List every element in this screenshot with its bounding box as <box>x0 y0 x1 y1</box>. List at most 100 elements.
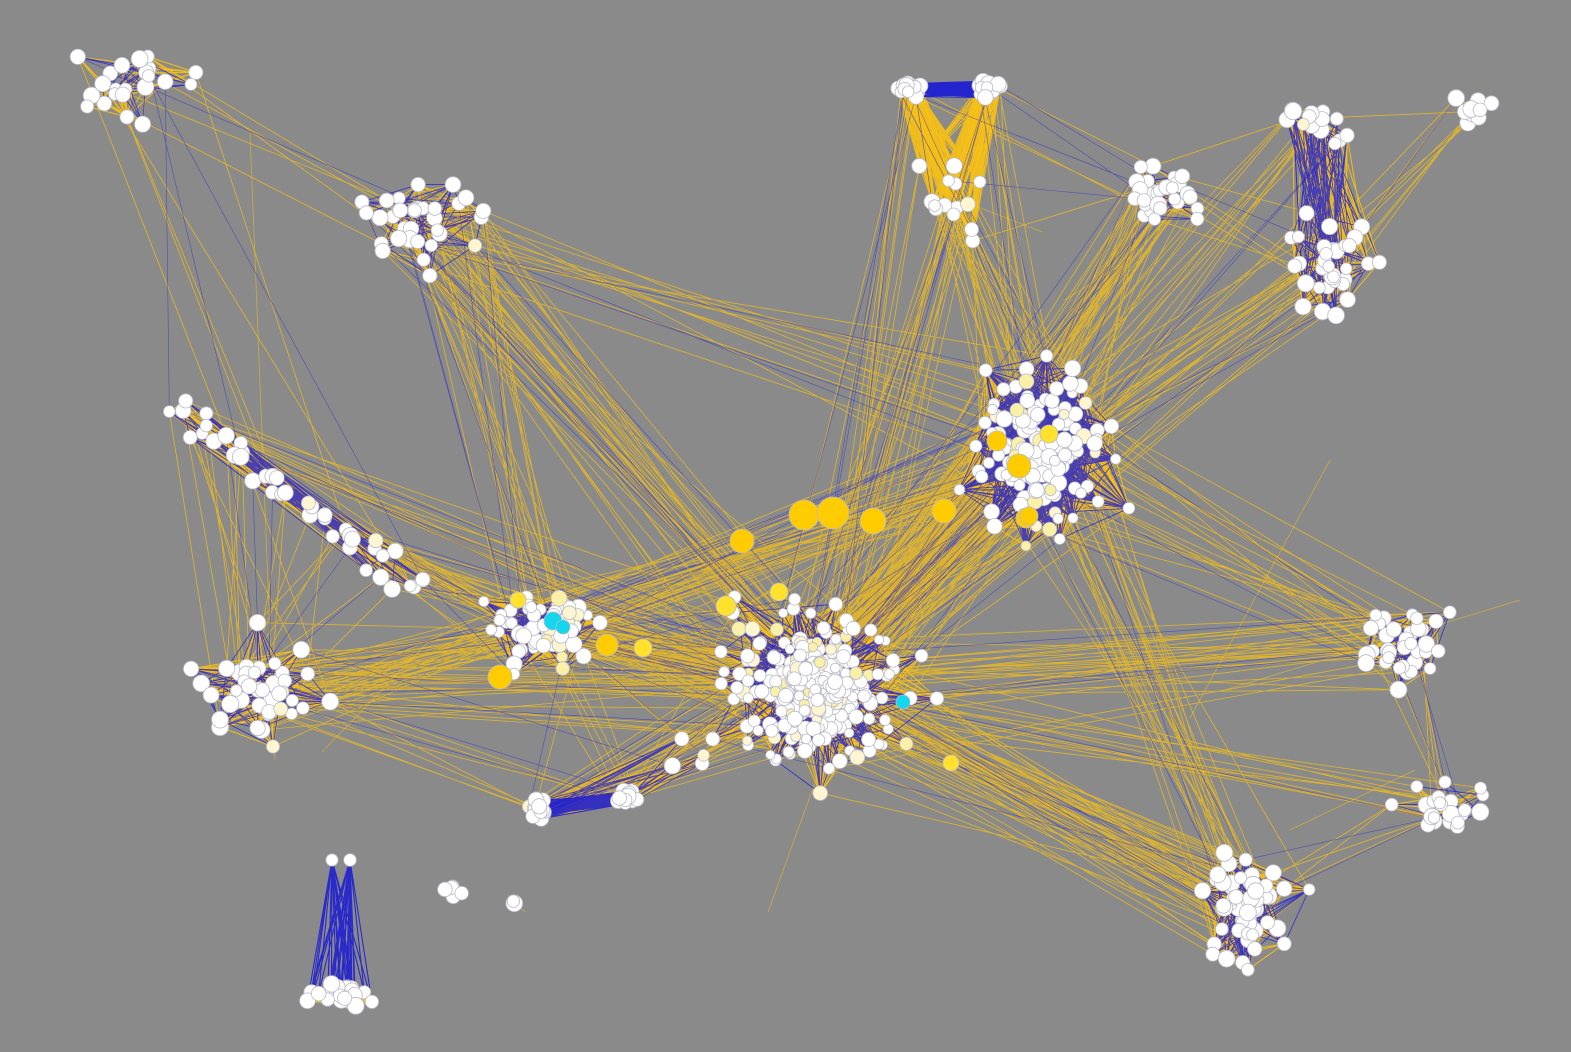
graph-node[interactable] <box>96 95 113 112</box>
graph-node[interactable] <box>378 192 395 209</box>
graph-node-hub[interactable] <box>715 595 737 617</box>
graph-node[interactable] <box>782 745 795 758</box>
graph-node[interactable] <box>292 640 311 659</box>
graph-node[interactable] <box>1329 111 1344 126</box>
graph-node-hub[interactable] <box>942 754 960 772</box>
graph-node[interactable] <box>732 666 747 682</box>
graph-node[interactable] <box>550 589 568 607</box>
graph-node[interactable] <box>978 363 993 378</box>
graph-node[interactable] <box>805 607 817 619</box>
graph-node[interactable] <box>1247 941 1263 957</box>
graph-node[interactable] <box>268 656 282 671</box>
graph-node[interactable] <box>1276 936 1292 952</box>
graph-node[interactable] <box>1369 608 1382 622</box>
graph-node[interactable] <box>1020 540 1032 552</box>
graph-node[interactable] <box>827 674 843 690</box>
graph-node[interactable] <box>1215 922 1229 936</box>
graph-node[interactable] <box>953 483 966 496</box>
graph-node[interactable] <box>277 484 294 502</box>
graph-node[interactable] <box>322 975 341 993</box>
graph-node[interactable] <box>1058 408 1070 420</box>
graph-node[interactable] <box>188 64 204 80</box>
graph-node[interactable] <box>1040 349 1054 363</box>
graph-node[interactable] <box>1427 811 1441 824</box>
graph-node[interactable] <box>1339 262 1353 275</box>
graph-node[interactable] <box>830 633 842 645</box>
graph-node[interactable] <box>1339 291 1356 308</box>
graph-node-hub[interactable] <box>931 498 957 524</box>
graph-node[interactable] <box>883 668 895 680</box>
graph-node[interactable] <box>797 743 813 759</box>
graph-node[interactable] <box>1053 533 1066 545</box>
graph-node[interactable] <box>986 403 999 416</box>
graph-node[interactable] <box>316 507 333 523</box>
graph-node[interactable] <box>368 532 384 549</box>
graph-node[interactable] <box>975 470 989 484</box>
graph-node[interactable] <box>1049 381 1065 397</box>
graph-node[interactable] <box>1064 359 1082 377</box>
graph-node[interactable] <box>386 542 404 560</box>
graph-node[interactable] <box>1389 680 1408 699</box>
graph-node[interactable] <box>831 753 848 769</box>
graph-node[interactable] <box>793 648 807 663</box>
graph-node[interactable] <box>813 656 826 669</box>
graph-node[interactable] <box>752 636 767 651</box>
graph-node[interactable] <box>277 673 293 689</box>
graph-node-hub[interactable] <box>1019 506 1039 526</box>
graph-node[interactable] <box>1030 407 1046 423</box>
graph-node[interactable] <box>178 393 194 409</box>
graph-node[interactable] <box>714 645 728 659</box>
graph-node[interactable] <box>1260 915 1275 930</box>
graph-node[interactable] <box>863 712 876 725</box>
graph-node[interactable] <box>285 694 299 708</box>
graph-node-hub[interactable] <box>1006 453 1032 479</box>
graph-node[interactable] <box>983 503 1000 521</box>
graph-node[interactable] <box>427 201 443 216</box>
graph-node[interactable] <box>824 643 837 656</box>
graph-node[interactable] <box>1103 418 1120 435</box>
graph-node[interactable] <box>1182 189 1198 205</box>
graph-node[interactable] <box>1302 883 1316 896</box>
graph-node[interactable] <box>410 177 426 193</box>
graph-node[interactable] <box>1287 258 1303 274</box>
graph-node[interactable] <box>697 748 710 762</box>
graph-node[interactable] <box>592 615 608 631</box>
graph-node[interactable] <box>861 732 877 748</box>
graph-node[interactable] <box>374 242 391 259</box>
graph-node[interactable] <box>1339 127 1355 143</box>
graph-node[interactable] <box>300 666 316 682</box>
graph-node[interactable] <box>430 223 444 237</box>
graph-node[interactable] <box>879 714 891 726</box>
graph-node[interactable] <box>248 614 267 632</box>
graph-node[interactable] <box>914 648 929 663</box>
graph-node[interactable] <box>437 881 453 898</box>
graph-node[interactable] <box>1428 613 1444 629</box>
graph-node-highlight-cyan[interactable] <box>555 619 571 635</box>
graph-node[interactable] <box>113 57 131 74</box>
graph-node[interactable] <box>325 853 339 867</box>
graph-node[interactable] <box>1215 897 1232 914</box>
graph-node[interactable] <box>344 530 361 548</box>
graph-node[interactable] <box>1056 431 1073 448</box>
graph-node[interactable] <box>506 894 521 908</box>
graph-node[interactable] <box>982 456 995 469</box>
graph-node[interactable] <box>1417 635 1436 653</box>
graph-node[interactable] <box>561 605 577 620</box>
graph-node[interactable] <box>416 252 431 267</box>
graph-node[interactable] <box>1147 212 1162 226</box>
graph-node[interactable] <box>1052 512 1064 525</box>
graph-node[interactable] <box>1091 495 1105 508</box>
graph-node[interactable] <box>467 238 483 253</box>
graph-node[interactable] <box>375 548 390 563</box>
graph-node[interactable] <box>996 382 1011 397</box>
graph-node[interactable] <box>1029 482 1045 499</box>
graph-node[interactable] <box>156 73 174 90</box>
graph-node[interactable] <box>231 448 250 466</box>
graph-node[interactable] <box>1190 211 1205 226</box>
graph-node[interactable] <box>1328 136 1342 151</box>
graph-node[interactable] <box>119 109 135 125</box>
graph-node[interactable] <box>1404 636 1418 651</box>
graph-node[interactable] <box>1086 435 1103 452</box>
graph-node[interactable] <box>182 429 198 445</box>
